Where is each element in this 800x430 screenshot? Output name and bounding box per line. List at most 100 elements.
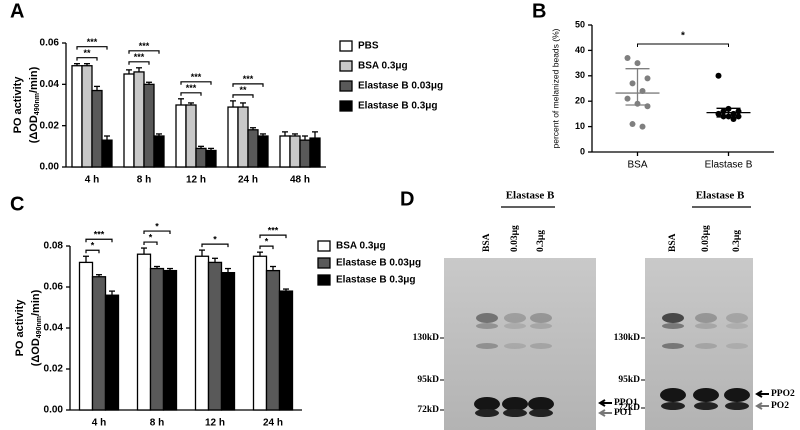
- panel-label: C: [10, 193, 24, 215]
- y-axis-unit-part: 490nm: [36, 316, 43, 338]
- significance-bracket: [85, 238, 113, 243]
- significance-bracket: [76, 57, 98, 61]
- significance-label: ***: [139, 41, 150, 51]
- y-tick-label: 0.00: [44, 405, 64, 416]
- blot-band: [476, 343, 498, 349]
- significance-label: ***: [191, 72, 202, 82]
- y-axis-unit-part: (ΔOD: [30, 338, 42, 366]
- legend-label: Elastase B 0.03μg: [358, 81, 443, 92]
- blot-band: [725, 402, 749, 410]
- blot-band: [694, 402, 718, 410]
- marker-label: 130kD: [413, 333, 440, 343]
- significance-bracket: [128, 50, 160, 54]
- bar: [299, 139, 311, 168]
- point: [624, 55, 631, 62]
- x-tick-label: 48 h: [290, 175, 310, 186]
- legend-label: BSA 0.3μg: [358, 61, 408, 72]
- blot-header: Elastase B: [506, 190, 555, 202]
- y-tick-label: 0: [580, 146, 585, 156]
- panel-label: B: [532, 0, 546, 22]
- legend-label: Elastase B 0.3μg: [336, 275, 416, 286]
- bar: [71, 65, 83, 168]
- y-axis-unit-part: /min): [30, 289, 42, 316]
- significance-label: ***: [134, 52, 145, 62]
- y-axis-unit: (ΔOD490nm/min): [28, 66, 41, 143]
- legend-swatch: [339, 100, 353, 112]
- y-tick-label: 0.00: [40, 162, 60, 173]
- significance-bracket: [201, 243, 229, 248]
- point: [644, 103, 651, 110]
- significance-label: **: [239, 85, 247, 95]
- y-tick-label: 0.08: [44, 241, 64, 252]
- legend-label: Elastase B 0.03μg: [336, 258, 421, 269]
- significance-bracket: [143, 241, 158, 246]
- y-axis-label: PO activity: [14, 299, 26, 357]
- blot-band: [724, 388, 750, 402]
- bar: [143, 83, 155, 168]
- legend-label: PBS: [358, 41, 379, 52]
- band-label: PO1: [614, 408, 632, 418]
- legend-swatch: [317, 274, 331, 286]
- blot-band: [726, 343, 748, 349]
- band-arrow: [598, 399, 612, 407]
- blot-band: [529, 409, 553, 417]
- legend-swatch: [339, 60, 353, 72]
- point: [629, 80, 636, 87]
- blot-band: [660, 388, 686, 402]
- band-arrow: [755, 402, 769, 410]
- blot-band: [662, 323, 684, 329]
- significance-bracket: [232, 83, 264, 87]
- legend-label: Elastase B 0.3μg: [358, 101, 438, 112]
- bar: [257, 135, 269, 168]
- bar: [101, 139, 113, 168]
- x-tick-label: 4 h: [92, 418, 106, 429]
- significance-bracket: [259, 234, 287, 239]
- bar: [185, 104, 197, 168]
- x-tick-label: 24 h: [238, 175, 258, 186]
- band-label: PPO2: [771, 389, 795, 399]
- significance-bracket: [85, 249, 100, 254]
- y-axis-unit-part: (ΔOD: [28, 115, 40, 143]
- y-axis-label: percent of melanized beads (%): [550, 28, 560, 148]
- lane-label: 0.3μg: [536, 230, 546, 252]
- y-axis-unit-part: /min): [28, 66, 40, 93]
- blot-band: [530, 343, 552, 349]
- bar: [104, 294, 120, 411]
- bar: [220, 271, 236, 411]
- bar: [81, 65, 93, 168]
- point: [715, 72, 722, 79]
- marker-label: 72kD: [417, 405, 439, 415]
- significance-label: ***: [87, 37, 98, 47]
- band-label: PO2: [771, 401, 789, 411]
- x-tick-label: Elastase B: [705, 160, 753, 171]
- bar: [247, 129, 259, 168]
- blot-band: [530, 313, 552, 323]
- x-tick-label: 8 h: [150, 418, 164, 429]
- marker-label: 95kD: [618, 375, 640, 385]
- bar: [91, 89, 103, 168]
- blot-band: [726, 323, 748, 329]
- x-tick-label: 12 h: [205, 418, 225, 429]
- y-tick-label: 0.02: [44, 364, 64, 375]
- significance-label: **: [83, 48, 91, 58]
- blot-band: [662, 313, 684, 323]
- lane-label: BSA: [482, 233, 492, 252]
- lane-label: 0.03μg: [701, 225, 711, 252]
- blot-band: [504, 343, 526, 349]
- bar: [175, 104, 187, 168]
- blot-band: [530, 323, 552, 329]
- blot-band: [504, 313, 526, 323]
- y-tick-label: 0.04: [44, 323, 64, 334]
- panel-label: D: [400, 188, 414, 210]
- y-tick-label: 50: [575, 19, 585, 29]
- legend-label: BSA 0.3μg: [336, 241, 386, 252]
- y-tick-label: 10: [575, 121, 585, 131]
- point: [629, 121, 636, 128]
- blot-band: [661, 402, 685, 410]
- significance-label: ***: [186, 83, 197, 93]
- bar: [279, 135, 291, 168]
- significance-label: *: [681, 31, 685, 42]
- x-tick-label: 4 h: [85, 175, 99, 186]
- bar: [91, 276, 107, 411]
